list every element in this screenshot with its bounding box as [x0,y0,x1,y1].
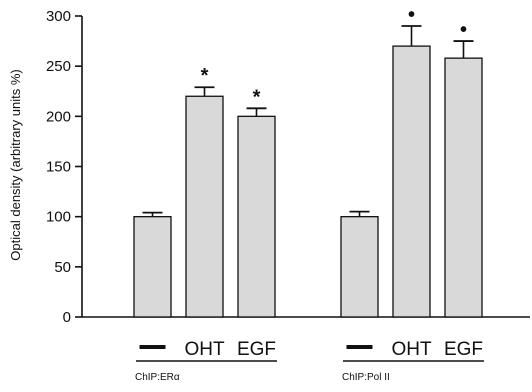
y-tick-label: 250 [46,58,71,75]
category-label: OHT [184,339,225,360]
y-tick-label: 150 [46,159,71,176]
category-labels: OHT EGF ChIP:ERα OHT EGF ChIP:Pol II [135,339,484,383]
group-label: ChIP:Pol II [342,372,390,383]
y-tick-label: 100 [46,209,71,226]
control-dash [139,345,166,349]
asterisk-marker: * [201,65,209,87]
bar [444,57,483,318]
y-tick-label: 0 [63,309,71,326]
bar [392,45,431,318]
category-label: EGF [444,339,483,360]
bar [185,95,224,318]
dot-marker: • [408,4,415,26]
y-axis-title: Optical density (arbitrary units %) [8,69,23,260]
bar [133,216,172,318]
bar [340,216,379,318]
y-axis: 0 50 100 150 200 250 300 [46,8,83,326]
error-bars [142,25,474,217]
control-dash [346,345,373,349]
y-tick-label: 50 [54,259,71,276]
y-tick-label: 300 [46,8,71,25]
significance-markers: * * • • [201,4,467,108]
group-label: ChIP:ERα [135,372,180,383]
category-label: OHT [391,339,432,360]
bar [237,115,276,318]
category-label: EGF [237,339,276,360]
y-tick-label: 200 [46,108,71,125]
dot-marker: • [460,19,467,41]
bars [133,45,483,318]
asterisk-marker: * [253,86,261,108]
